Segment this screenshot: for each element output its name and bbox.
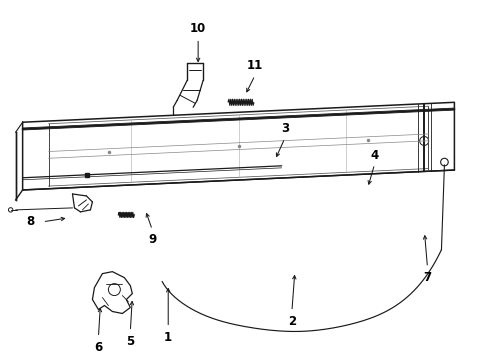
- Text: 2: 2: [288, 315, 296, 328]
- Text: 7: 7: [423, 271, 432, 284]
- Text: 8: 8: [26, 215, 35, 228]
- Text: 4: 4: [370, 149, 379, 162]
- Text: 6: 6: [94, 341, 102, 354]
- Text: 11: 11: [247, 59, 263, 72]
- Text: 1: 1: [164, 331, 172, 344]
- Text: 10: 10: [190, 22, 206, 35]
- Text: 9: 9: [148, 233, 156, 246]
- Text: 5: 5: [126, 335, 134, 348]
- Text: 3: 3: [281, 122, 289, 135]
